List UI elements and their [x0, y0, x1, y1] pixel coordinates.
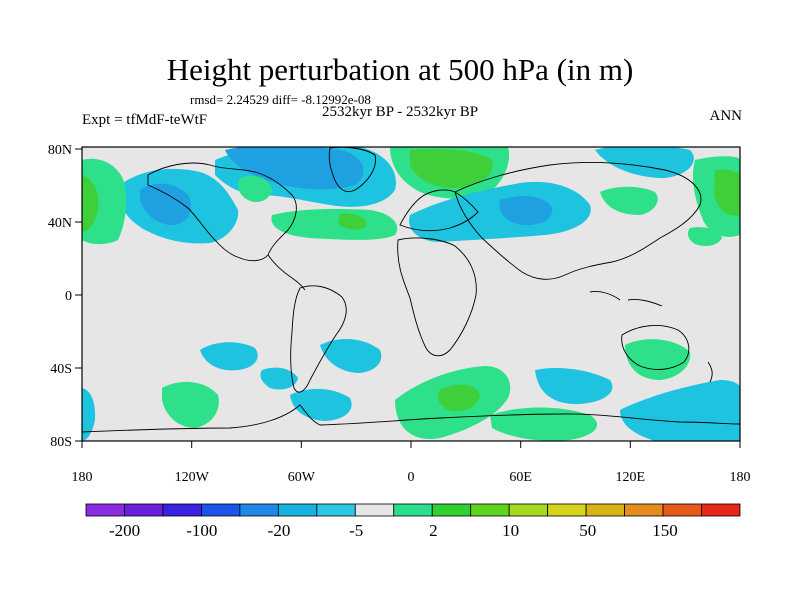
- colorbar-label: 150: [652, 521, 678, 540]
- contour-region: [140, 183, 192, 226]
- contour-region: [620, 380, 740, 441]
- coastlines: [82, 147, 740, 433]
- period-label: 2532kyr BP - 2532kyr BP: [321, 104, 479, 120]
- y-tick-labels: 80N 40N 0 40S 80S: [48, 143, 72, 450]
- colorbar-swatch: [162, 503, 202, 517]
- y-tick-label: 0: [65, 289, 72, 304]
- y-tick-label: 40S: [50, 362, 72, 377]
- coastline-australia: [621, 324, 690, 370]
- colorbar-label: -5: [349, 521, 363, 540]
- y-tick-label: 80S: [50, 435, 72, 450]
- stats-text: rmsd= 2.24529 diff= -8.12992e-08: [190, 92, 371, 107]
- contour-region: [225, 147, 364, 190]
- colorbar-swatch: [624, 503, 664, 517]
- contour-region: [260, 367, 298, 390]
- coastline-south-america: [290, 285, 347, 393]
- colorbar-label: -200: [109, 521, 140, 540]
- contour-region: [490, 407, 598, 441]
- colorbar-swatch: [508, 503, 549, 517]
- contour-region: [410, 148, 493, 189]
- contour-region: [595, 147, 694, 178]
- contour-region: [200, 342, 258, 371]
- colorbar-label: 50: [579, 521, 596, 540]
- x-tick-label: 180: [72, 470, 93, 485]
- colorbar-swatch: [662, 503, 702, 517]
- colorbar-label: -20: [268, 521, 291, 540]
- colorbar-swatch: [277, 503, 318, 517]
- colorbar-swatch: [431, 503, 472, 517]
- contour-region: [338, 213, 367, 230]
- contour-region: [290, 388, 352, 421]
- colorbar-swatch: [201, 503, 241, 517]
- contour-region: [687, 227, 722, 246]
- axis-ticks: [75, 148, 741, 448]
- contour-region: [714, 169, 740, 216]
- contour-region: [162, 381, 219, 428]
- contour-region: [82, 175, 99, 232]
- coastline-europe: [399, 189, 479, 232]
- contour-region: [238, 175, 272, 202]
- x-tick-labels: 180 120W 60W 0 60E 120E 180: [72, 470, 751, 485]
- season-label: ANN: [709, 108, 743, 124]
- contour-region: [438, 384, 480, 412]
- x-tick-label: 0: [408, 470, 415, 485]
- contour-fields: [82, 147, 740, 441]
- x-tick-label: 60E: [509, 470, 532, 485]
- colorbar-swatch: [585, 503, 625, 517]
- coastline-indonesia: [589, 291, 663, 307]
- coastline-asia: [454, 162, 702, 280]
- coastline-new-zealand: [707, 361, 713, 383]
- x-tick-label: 120W: [175, 470, 210, 485]
- contour-region: [320, 338, 382, 373]
- coastline-antarctica: [82, 404, 740, 433]
- colorbar-label: -100: [186, 521, 217, 540]
- contour-region: [271, 208, 398, 240]
- coastline-central-america: [267, 254, 306, 291]
- colorbar-label: 10: [502, 521, 519, 540]
- colorbar-swatch: [701, 503, 741, 517]
- colorbar-label: 2: [429, 521, 438, 540]
- contour-region: [625, 339, 691, 380]
- x-tick-label: 120E: [616, 470, 646, 485]
- coastline-greenland: [328, 147, 376, 193]
- contour-region: [535, 368, 613, 405]
- experiment-label: Expt = tfMdF-teWtF: [82, 112, 208, 128]
- contour-region: [499, 196, 553, 226]
- y-tick-label: 40N: [48, 216, 72, 231]
- map-title: Height perturbation at 500 hPa (in m): [166, 52, 634, 87]
- contour-region: [600, 186, 658, 215]
- colorbar-swatch: [239, 503, 279, 517]
- y-tick-label: 80N: [48, 143, 72, 158]
- coastline-africa: [397, 237, 477, 357]
- colorbar-swatch: [316, 503, 356, 517]
- colorbar-swatch: [124, 503, 164, 517]
- colorbar-swatch: [547, 503, 587, 517]
- colorbar-swatch: [470, 503, 510, 517]
- colorbar: [85, 503, 741, 517]
- contour-region: [82, 388, 96, 441]
- colorbar-swatch: [393, 503, 433, 517]
- colorbar-swatch: [354, 503, 395, 517]
- colorbar-labels: -200 -100 -20 -5 2 10 50 150: [109, 521, 678, 540]
- x-tick-label: 60W: [288, 470, 316, 485]
- coastline-north-america: [147, 162, 297, 262]
- x-tick-label: 180: [730, 470, 751, 485]
- colorbar-swatch: [85, 503, 125, 517]
